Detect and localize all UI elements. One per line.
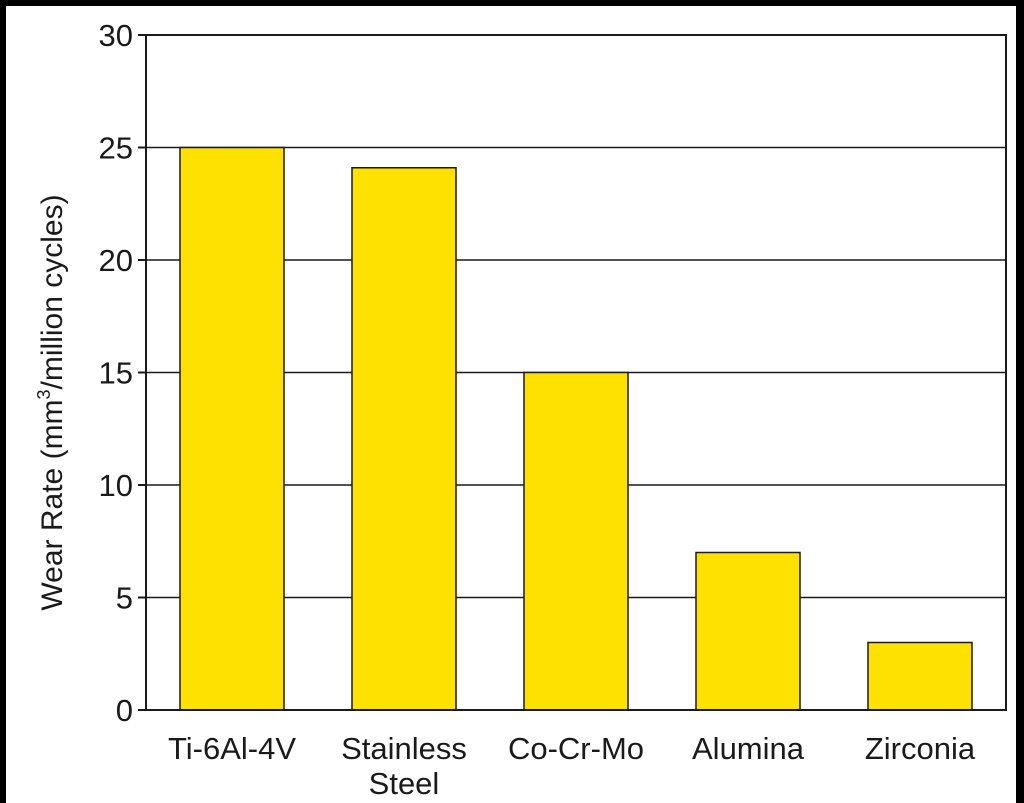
y-tick-label: 20 — [99, 243, 133, 278]
chart-panel — [6, 6, 1016, 803]
y-tick-label: 15 — [99, 356, 133, 391]
x-category-label: Zirconia — [865, 731, 976, 766]
bars — [179, 146, 973, 711]
y-axis-title-suffix: /million cycles) — [36, 194, 69, 389]
x-category-labels: Ti-6Al-4V Stainless Steel Co-Cr-Mo Alumina Zi… — [168, 731, 976, 801]
x-category-label: Stainless Steel — [341, 731, 467, 801]
plot-frame — [145, 34, 1007, 711]
y-axis-title-superscript: 3 — [34, 389, 54, 399]
y-axis-title-prefix: Wear Rate (mm — [36, 399, 69, 610]
bar — [351, 167, 457, 711]
x-category-label: Ti-6Al-4V — [168, 731, 296, 766]
bar — [523, 371, 629, 711]
y-axis-title: Wear Rate (mm3/million cycles) — [34, 194, 69, 610]
y-tick-label: 30 — [99, 18, 133, 53]
y-tick-labels: 0 5 10 15 20 25 30 — [99, 18, 146, 728]
bar — [179, 146, 285, 711]
bar — [867, 641, 973, 711]
y-tick-label: 5 — [116, 581, 133, 616]
y-tick-label: 0 — [116, 693, 133, 728]
x-category-label: Alumina — [692, 731, 805, 766]
bar — [695, 551, 801, 711]
x-category-label: Co-Cr-Mo — [508, 731, 644, 766]
y-tick-label: 25 — [99, 131, 133, 166]
y-tick-label: 10 — [99, 468, 133, 503]
